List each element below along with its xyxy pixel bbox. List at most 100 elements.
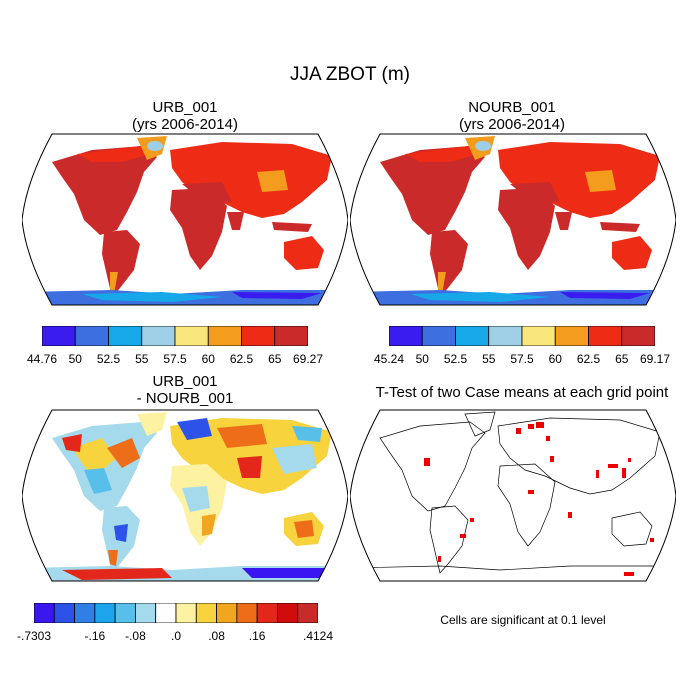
colorbar-tick-label: 52.5	[443, 352, 468, 366]
panel-diff-title: URB_001 - NOURB_001	[25, 373, 345, 407]
colorbar-swatch	[455, 326, 490, 346]
panel-diff-title-line2: - NOURB_001	[136, 390, 234, 407]
colorbar-tick-label: 52.5	[96, 352, 121, 366]
colorbar-diff: -.7303 -.16 -.08 .0 .08 .16 .4124	[17, 603, 333, 643]
map-ttest-svg	[350, 409, 676, 582]
map-nourb-svg	[350, 133, 676, 306]
map-nourb	[350, 132, 676, 307]
map-ttest	[350, 408, 676, 583]
colorbar-tick-label: 65	[268, 352, 282, 366]
colorbar-urb: 44.76 50 52.5 55 57.5 60 62.5 65 69.27	[27, 326, 323, 366]
colorbar-tick-label: 57.5	[163, 352, 187, 366]
colorbar-swatch	[114, 603, 136, 623]
colorbar-tick-label: .4124	[302, 629, 334, 643]
colorbar-swatch	[74, 326, 109, 346]
coastline-australia	[611, 511, 653, 547]
panel-nourb-title-line1: NOURB_001	[468, 99, 556, 116]
colorbar-swatch	[53, 603, 75, 623]
map-urb-svg	[22, 133, 348, 306]
landmass-north-america	[52, 146, 157, 235]
colorbar-diff-swatches	[34, 603, 318, 623]
colorbar-nourb-swatches	[389, 326, 655, 346]
colorbar-tick-label: 44.76	[26, 352, 58, 366]
colorbar-tick-label: -.16	[84, 629, 106, 643]
landmass-greenland	[137, 412, 167, 436]
colorbar-tick-label: 62.5	[576, 352, 601, 366]
map-diff-svg	[22, 409, 348, 582]
colorbar-swatch	[94, 603, 116, 623]
colorbar-swatch	[74, 603, 96, 623]
map-urb	[22, 132, 348, 307]
panel-diff-title-line1: URB_001	[152, 373, 218, 390]
coastline-north-america	[379, 421, 486, 512]
colorbar-swatch	[174, 326, 209, 346]
colorbar-tick-label: 45.24	[373, 352, 405, 366]
colorbar-swatch	[155, 603, 177, 623]
panel-urb-title-line1: URB_001	[152, 99, 218, 116]
colorbar-swatch	[141, 326, 176, 346]
colorbar-swatch	[216, 603, 238, 623]
colorbar-tick-label: 62.5	[229, 352, 254, 366]
colorbar-tick-label: 55	[482, 352, 496, 366]
coastline-south-america	[429, 505, 469, 574]
coastline-greenland	[464, 411, 496, 437]
colorbar-swatch	[175, 603, 197, 623]
colorbar-swatch	[421, 326, 456, 346]
colorbar-swatch	[207, 326, 242, 346]
colorbar-swatch	[389, 326, 423, 346]
ttest-note: Cells are significant at 0.1 level	[440, 613, 606, 627]
figure-title: JJA ZBOT (m)	[290, 64, 410, 85]
colorbar-swatch	[108, 326, 143, 346]
colorbar-swatch	[241, 326, 276, 346]
colorbar-swatch	[521, 326, 556, 346]
colorbar-tick-label: 50	[415, 352, 429, 366]
coastline-eurasia	[497, 417, 661, 495]
colorbar-tick-label: -.7303	[16, 629, 52, 643]
colorbar-tick-label: .0	[170, 629, 182, 643]
landmass-south-america	[430, 230, 468, 297]
colorbar-tick-label: 65	[615, 352, 629, 366]
colorbar-nourb: 45.24 50 52.5 55 57.5 60 62.5 65 69.17	[374, 326, 670, 366]
landmass-north-america-arctic	[77, 146, 150, 162]
colorbar-swatch	[274, 326, 308, 346]
panel-nourb-title: NOURB_001 (yrs 2006-2014)	[352, 99, 672, 133]
colorbar-swatch	[554, 326, 589, 346]
colorbar-swatch	[135, 603, 157, 623]
colorbar-swatch	[621, 326, 655, 346]
landmass-south-america	[102, 230, 140, 297]
significant-cells	[424, 422, 654, 576]
colorbar-swatch	[277, 603, 299, 623]
landmass-north-america	[380, 146, 485, 235]
colorbar-swatch	[297, 603, 318, 623]
colorbar-swatch	[588, 326, 623, 346]
coastline-antarctica	[350, 565, 676, 571]
map-diff	[22, 408, 348, 583]
panel-ttest-title: T-Test of two Case means at each grid po…	[375, 384, 669, 401]
panel-nourb-title-line2: (yrs 2006-2014)	[459, 116, 565, 133]
colorbar-swatch	[236, 603, 258, 623]
colorbar-tick-label: 69.27	[292, 352, 324, 366]
landmass-eurasia	[498, 142, 660, 218]
coastline-africa	[497, 463, 556, 547]
panel-urb-title-line2: (yrs 2006-2014)	[132, 116, 238, 133]
colorbar-tick-label: .08	[208, 629, 225, 643]
colorbar-tick-label: 60	[201, 352, 215, 366]
colorbar-swatch	[34, 603, 55, 623]
colorbar-swatch	[42, 326, 76, 346]
landmass-australia	[284, 236, 324, 270]
colorbar-swatch	[256, 603, 278, 623]
panel-urb-title: URB_001 (yrs 2006-2014)	[25, 99, 345, 133]
colorbar-swatch	[195, 603, 217, 623]
landmass-eurasia	[170, 142, 332, 218]
colorbar-tick-label: 60	[548, 352, 562, 366]
landmass-africa	[170, 188, 227, 270]
colorbar-tick-label: -.08	[125, 629, 146, 643]
landmass-africa	[498, 188, 555, 270]
colorbar-tick-label: 69.17	[639, 352, 671, 366]
colorbar-tick-label: .16	[248, 629, 266, 643]
colorbar-swatch	[488, 326, 523, 346]
colorbar-urb-swatches	[42, 326, 308, 346]
colorbar-tick-label: 50	[68, 352, 82, 366]
landmass-eurasia	[170, 418, 332, 494]
landmass-australia	[612, 236, 652, 270]
